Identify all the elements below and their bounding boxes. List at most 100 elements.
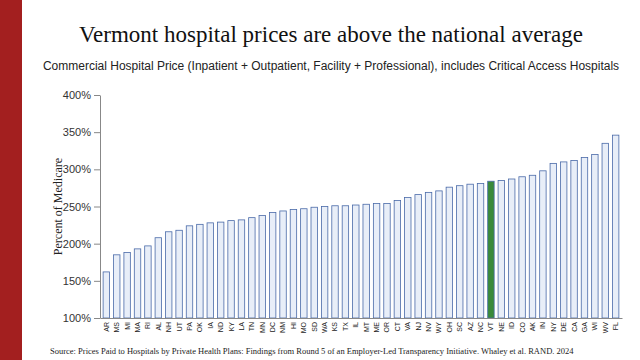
x-tick-label: MT [363, 321, 370, 332]
y-tick-label: 400% [63, 89, 91, 101]
x-tick-label: IL [352, 322, 359, 328]
bar [290, 209, 296, 318]
x-tick: CO [519, 318, 526, 333]
x-tick-label: WY [435, 322, 442, 334]
x-tick-label: ID [508, 322, 515, 329]
x-tick-label: AR [103, 322, 110, 332]
x-tick-label: MA [134, 322, 141, 333]
x-tick-label: KS [331, 322, 338, 332]
source-note: Source: Prices Paid to Hospitals by Priv… [50, 346, 574, 356]
x-tick: UT [176, 318, 183, 331]
bar [425, 192, 431, 318]
y-tick-mark [94, 132, 100, 133]
x-tick-label: UT [176, 321, 183, 331]
bar [249, 218, 255, 318]
x-tick: NY [550, 318, 557, 332]
x-tick: VT [487, 318, 494, 331]
bar [592, 154, 598, 318]
bar [217, 222, 223, 318]
bar [207, 223, 213, 318]
x-tick: KY [228, 318, 235, 331]
bar [134, 249, 140, 318]
x-tick-label: WI [591, 322, 598, 331]
x-tick: RI [144, 318, 151, 329]
bar [363, 204, 369, 318]
x-tick-label: TN [248, 322, 255, 331]
x-tick: WY [435, 318, 442, 333]
x-tick: AZ [467, 318, 474, 331]
x-tick-label: RI [144, 322, 151, 329]
bar [280, 211, 286, 318]
bar [508, 179, 514, 318]
x-tick: NH [165, 318, 172, 332]
x-tick-label: SD [311, 322, 318, 332]
y-axis-line [100, 96, 101, 319]
x-tick-label: OK [196, 322, 203, 332]
y-tick-mark [94, 318, 100, 319]
x-tick-label: NH [165, 322, 172, 332]
x-tick: MA [134, 318, 141, 333]
x-tick-label: WV [602, 322, 609, 334]
bar [612, 135, 618, 318]
x-tick: ID [508, 318, 515, 329]
title: Vermont hospital prices are above the na… [79, 22, 583, 47]
x-tick: NE [498, 318, 505, 332]
bar [114, 255, 120, 318]
x-tick-label: NM [279, 322, 286, 333]
x-tick: GA [581, 318, 588, 332]
x-tick-label: VA [404, 322, 411, 331]
bar [550, 163, 556, 318]
bar [477, 183, 483, 318]
y-tick: 100% [63, 312, 100, 324]
bar [228, 221, 234, 318]
bar [332, 206, 338, 318]
y-tick: 250% [63, 201, 100, 213]
y-tick: 350% [63, 126, 100, 138]
y-tick-mark [94, 169, 100, 170]
bar [186, 226, 192, 318]
x-tick-label: NE [498, 322, 505, 332]
x-tick: MS [113, 318, 120, 333]
x-tick: MN [259, 318, 266, 333]
bar [103, 272, 109, 318]
x-tick: NV [425, 318, 432, 332]
x-tick: NJ [415, 318, 422, 331]
x-tick: OK [196, 318, 203, 332]
x-tick-label: MI [124, 322, 131, 330]
bar [342, 206, 348, 318]
bar [394, 201, 400, 318]
bar [571, 160, 577, 318]
x-tick-label: ME [373, 322, 380, 333]
bars [103, 135, 619, 318]
x-tick-label: CT [394, 321, 401, 331]
bar [540, 171, 546, 318]
x-tick: LA [238, 318, 245, 331]
x-tick-label: NV [425, 322, 432, 332]
x-tick-label: MN [259, 322, 266, 333]
bar [405, 198, 411, 318]
y-tick: 300% [63, 163, 100, 175]
bar [176, 230, 182, 318]
x-tick: TX [342, 318, 349, 331]
bar [269, 212, 275, 318]
x-tick: WI [591, 318, 598, 331]
x-tick: SD [311, 318, 318, 332]
x-tick-label: IA [207, 322, 214, 329]
bar [373, 204, 379, 318]
bar [301, 209, 307, 318]
x-tick: HI [290, 318, 297, 329]
x-tick: AK [529, 318, 536, 331]
y-tick: 200% [63, 238, 100, 250]
x-tick: OH [446, 318, 453, 333]
x-tick: OR [383, 318, 390, 333]
x-tick-label: OR [383, 322, 390, 333]
x-tick-label: PA [186, 322, 193, 331]
x-tick: MI [124, 318, 131, 330]
x-tick-label: NJ [415, 322, 422, 331]
x-tick: TN [248, 318, 255, 331]
bar [560, 162, 566, 318]
y-tick-mark [94, 244, 100, 245]
x-tick-label: AK [529, 322, 536, 332]
bar [321, 207, 327, 319]
x-tick-label: CA [571, 322, 578, 332]
